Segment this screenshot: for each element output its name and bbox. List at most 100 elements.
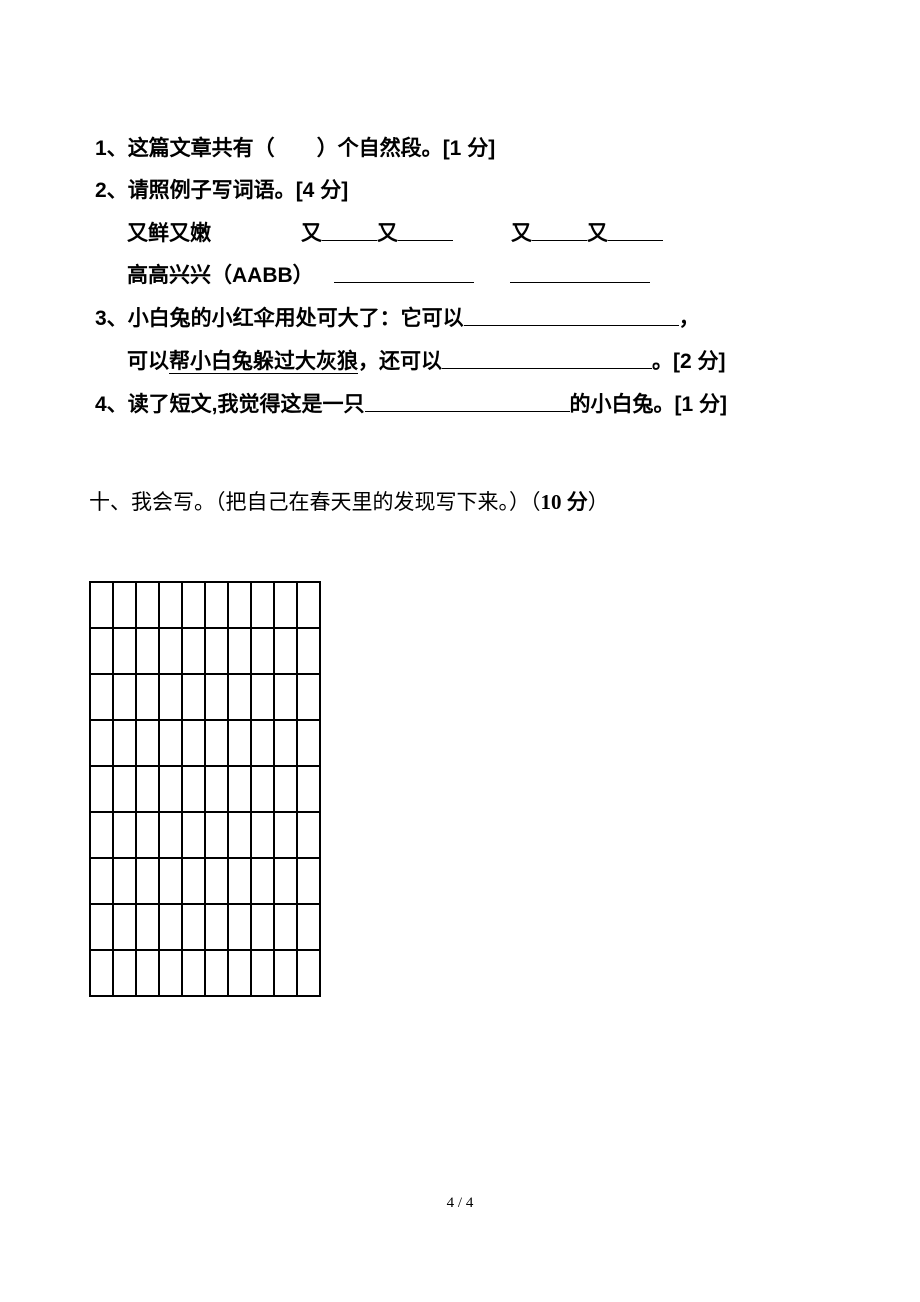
writing-cell[interactable]	[182, 720, 205, 766]
writing-cell[interactable]	[205, 720, 228, 766]
blank-input[interactable]	[442, 348, 652, 369]
writing-cell[interactable]	[228, 720, 251, 766]
writing-cell[interactable]	[251, 904, 274, 950]
writing-cell[interactable]	[205, 674, 228, 720]
blank-input[interactable]	[464, 305, 679, 326]
blank-input[interactable]	[322, 220, 377, 241]
writing-cell[interactable]	[136, 674, 159, 720]
writing-cell[interactable]	[297, 628, 320, 674]
writing-cell[interactable]	[90, 766, 113, 812]
writing-cell[interactable]	[274, 904, 297, 950]
writing-cell[interactable]	[274, 720, 297, 766]
writing-cell[interactable]	[274, 950, 297, 996]
writing-cell[interactable]	[182, 766, 205, 812]
writing-cell[interactable]	[136, 766, 159, 812]
writing-cell[interactable]	[136, 720, 159, 766]
writing-cell[interactable]	[90, 950, 113, 996]
blank-input[interactable]	[365, 391, 570, 412]
writing-cell[interactable]	[297, 812, 320, 858]
writing-cell[interactable]	[159, 766, 182, 812]
writing-cell[interactable]	[251, 628, 274, 674]
writing-cell[interactable]	[136, 628, 159, 674]
writing-cell[interactable]	[228, 812, 251, 858]
writing-cell[interactable]	[228, 950, 251, 996]
writing-cell[interactable]	[297, 858, 320, 904]
writing-cell[interactable]	[90, 812, 113, 858]
blank-input[interactable]	[334, 262, 474, 283]
writing-cell[interactable]	[251, 858, 274, 904]
writing-cell[interactable]	[228, 674, 251, 720]
writing-cell[interactable]	[136, 582, 159, 628]
writing-cell[interactable]	[228, 904, 251, 950]
writing-cell[interactable]	[251, 766, 274, 812]
writing-cell[interactable]	[90, 582, 113, 628]
writing-cell[interactable]	[136, 904, 159, 950]
writing-cell[interactable]	[228, 766, 251, 812]
blank-input[interactable]	[608, 220, 663, 241]
writing-cell[interactable]	[297, 904, 320, 950]
writing-cell[interactable]	[251, 720, 274, 766]
writing-cell[interactable]	[182, 812, 205, 858]
writing-cell[interactable]	[274, 766, 297, 812]
writing-cell[interactable]	[182, 904, 205, 950]
writing-cell[interactable]	[159, 812, 182, 858]
writing-cell[interactable]	[159, 674, 182, 720]
writing-cell[interactable]	[136, 812, 159, 858]
writing-cell[interactable]	[113, 812, 136, 858]
writing-cell[interactable]	[90, 858, 113, 904]
writing-cell[interactable]	[274, 582, 297, 628]
writing-cell[interactable]	[228, 582, 251, 628]
writing-cell[interactable]	[90, 674, 113, 720]
writing-cell[interactable]	[159, 950, 182, 996]
writing-cell[interactable]	[113, 766, 136, 812]
writing-cell[interactable]	[113, 582, 136, 628]
writing-cell[interactable]	[297, 950, 320, 996]
writing-cell[interactable]	[251, 950, 274, 996]
writing-cell[interactable]	[274, 674, 297, 720]
writing-cell[interactable]	[182, 628, 205, 674]
writing-cell[interactable]	[136, 858, 159, 904]
writing-cell[interactable]	[251, 674, 274, 720]
writing-cell[interactable]	[228, 628, 251, 674]
writing-cell[interactable]	[113, 720, 136, 766]
blank-input[interactable]	[532, 220, 587, 241]
writing-cell[interactable]	[113, 628, 136, 674]
writing-cell[interactable]	[159, 720, 182, 766]
writing-cell[interactable]	[113, 904, 136, 950]
blank-input[interactable]	[398, 220, 453, 241]
writing-cell[interactable]	[297, 720, 320, 766]
writing-cell[interactable]	[297, 766, 320, 812]
writing-cell[interactable]	[90, 904, 113, 950]
writing-cell[interactable]	[182, 950, 205, 996]
writing-cell[interactable]	[251, 812, 274, 858]
writing-cell[interactable]	[205, 582, 228, 628]
writing-cell[interactable]	[90, 628, 113, 674]
writing-cell[interactable]	[182, 858, 205, 904]
writing-cell[interactable]	[297, 582, 320, 628]
writing-cell[interactable]	[113, 950, 136, 996]
writing-cell[interactable]	[113, 674, 136, 720]
writing-cell[interactable]	[228, 858, 251, 904]
writing-cell[interactable]	[205, 858, 228, 904]
writing-cell[interactable]	[205, 812, 228, 858]
writing-grid[interactable]	[89, 581, 321, 997]
writing-cell[interactable]	[136, 950, 159, 996]
writing-cell[interactable]	[274, 858, 297, 904]
writing-cell[interactable]	[251, 582, 274, 628]
writing-cell[interactable]	[159, 628, 182, 674]
writing-cell[interactable]	[205, 904, 228, 950]
writing-cell[interactable]	[205, 766, 228, 812]
writing-cell[interactable]	[274, 628, 297, 674]
writing-cell[interactable]	[182, 582, 205, 628]
writing-cell[interactable]	[90, 720, 113, 766]
writing-cell[interactable]	[159, 904, 182, 950]
writing-cell[interactable]	[297, 674, 320, 720]
writing-cell[interactable]	[113, 858, 136, 904]
blank-input[interactable]	[510, 262, 650, 283]
writing-cell[interactable]	[159, 858, 182, 904]
writing-cell[interactable]	[205, 950, 228, 996]
writing-cell[interactable]	[205, 628, 228, 674]
writing-cell[interactable]	[159, 582, 182, 628]
writing-cell[interactable]	[274, 812, 297, 858]
writing-cell[interactable]	[182, 674, 205, 720]
